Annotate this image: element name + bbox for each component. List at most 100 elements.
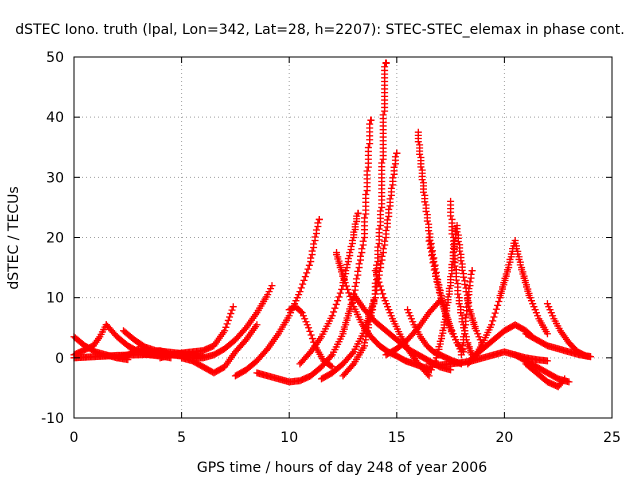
data-point-marker (379, 111, 387, 119)
data-point-marker (377, 260, 385, 268)
data-point-marker (295, 291, 303, 299)
data-point-marker (361, 214, 369, 222)
data-point-marker (312, 226, 320, 234)
data-point-marker (301, 273, 309, 281)
y-tick-label: 10 (46, 291, 64, 307)
data-point-marker (451, 262, 459, 270)
data-point-marker (362, 190, 370, 198)
data-point-marker (359, 237, 367, 245)
data-point-marker (530, 303, 538, 311)
data-point-marker (347, 243, 355, 251)
data-point-marker (495, 298, 503, 306)
data-point-marker (464, 294, 472, 302)
data-point-marker (380, 294, 388, 302)
data-point-marker (432, 354, 440, 362)
data-point-marker (474, 330, 482, 338)
data-series (70, 59, 594, 391)
data-point-marker (409, 318, 417, 326)
data-point-marker (351, 282, 359, 290)
data-point-marker (526, 294, 534, 302)
data-point-marker (460, 273, 468, 281)
data-point-marker (461, 324, 469, 332)
data-point-marker (373, 270, 381, 278)
data-point-marker (355, 260, 363, 268)
series-15 (317, 149, 401, 383)
data-point-marker (374, 243, 382, 251)
data-point-marker (328, 363, 336, 371)
data-point-marker (306, 327, 314, 335)
y-tick-label: 30 (46, 170, 64, 186)
data-point-marker (426, 244, 434, 252)
data-point-marker (358, 245, 366, 253)
data-point-marker (376, 207, 384, 215)
data-point-marker (452, 336, 460, 344)
series-32 (522, 330, 594, 361)
data-point-marker (561, 375, 569, 383)
data-point-marker (531, 306, 539, 314)
data-point-marker (492, 305, 500, 313)
series-8 (178, 321, 261, 377)
data-point-marker (425, 372, 433, 380)
data-point-marker (393, 149, 401, 157)
data-point-marker (389, 174, 397, 182)
data-point-marker (265, 288, 273, 296)
data-point-marker (310, 240, 318, 248)
data-point-marker (296, 288, 304, 296)
data-point-marker (366, 120, 374, 128)
data-point-marker (404, 306, 412, 314)
data-point-marker (335, 293, 343, 301)
data-point-marker (447, 366, 455, 374)
data-point-marker (458, 342, 466, 350)
data-point-marker (299, 312, 307, 320)
data-point-marker (352, 275, 360, 283)
x-tick-label: 10 (280, 430, 298, 446)
data-point-marker (345, 289, 353, 297)
series-9 (188, 282, 276, 362)
data-point-marker (303, 321, 311, 329)
data-point-marker (453, 339, 461, 347)
data-point-marker (305, 261, 313, 269)
data-point-marker (543, 300, 551, 308)
data-point-marker (347, 296, 355, 304)
y-tick-label: 20 (46, 231, 64, 247)
x-tick-label: 0 (70, 430, 79, 446)
data-point-marker (387, 184, 395, 192)
data-point-marker (223, 320, 231, 328)
data-point-marker (559, 376, 567, 384)
data-point-marker (327, 352, 335, 360)
data-point-marker (490, 313, 498, 321)
data-point-marker (327, 362, 335, 370)
data-point-marker (425, 227, 433, 235)
data-point-marker (349, 299, 357, 307)
data-point-marker (344, 286, 352, 294)
data-point-marker (379, 245, 387, 253)
data-point-marker (387, 312, 395, 320)
data-point-marker (338, 285, 346, 293)
data-point-marker (465, 285, 473, 293)
data-point-marker (429, 259, 437, 267)
data-point-marker (452, 276, 460, 284)
data-point-marker (532, 309, 540, 317)
data-point-marker (422, 207, 430, 215)
data-point-marker (417, 163, 425, 171)
data-point-marker (382, 300, 390, 308)
data-point-marker (416, 150, 424, 158)
data-point-marker (545, 303, 553, 311)
data-point-marker (450, 333, 458, 341)
data-point-marker (414, 138, 422, 146)
data-point-marker (547, 309, 555, 317)
data-point-marker (285, 312, 293, 320)
data-point-marker (293, 294, 301, 302)
data-point-marker (227, 310, 235, 318)
data-point-marker (487, 321, 495, 329)
data-point-marker (300, 276, 308, 284)
data-point-marker (377, 286, 385, 294)
data-point-marker (447, 212, 455, 220)
data-point-marker (331, 304, 339, 312)
data-point-marker (385, 205, 393, 213)
data-point-marker (379, 290, 387, 298)
data-point-marker (304, 265, 312, 273)
y-tick-label: 50 (46, 50, 64, 66)
data-point-marker (386, 309, 394, 317)
data-point-marker (457, 257, 465, 265)
